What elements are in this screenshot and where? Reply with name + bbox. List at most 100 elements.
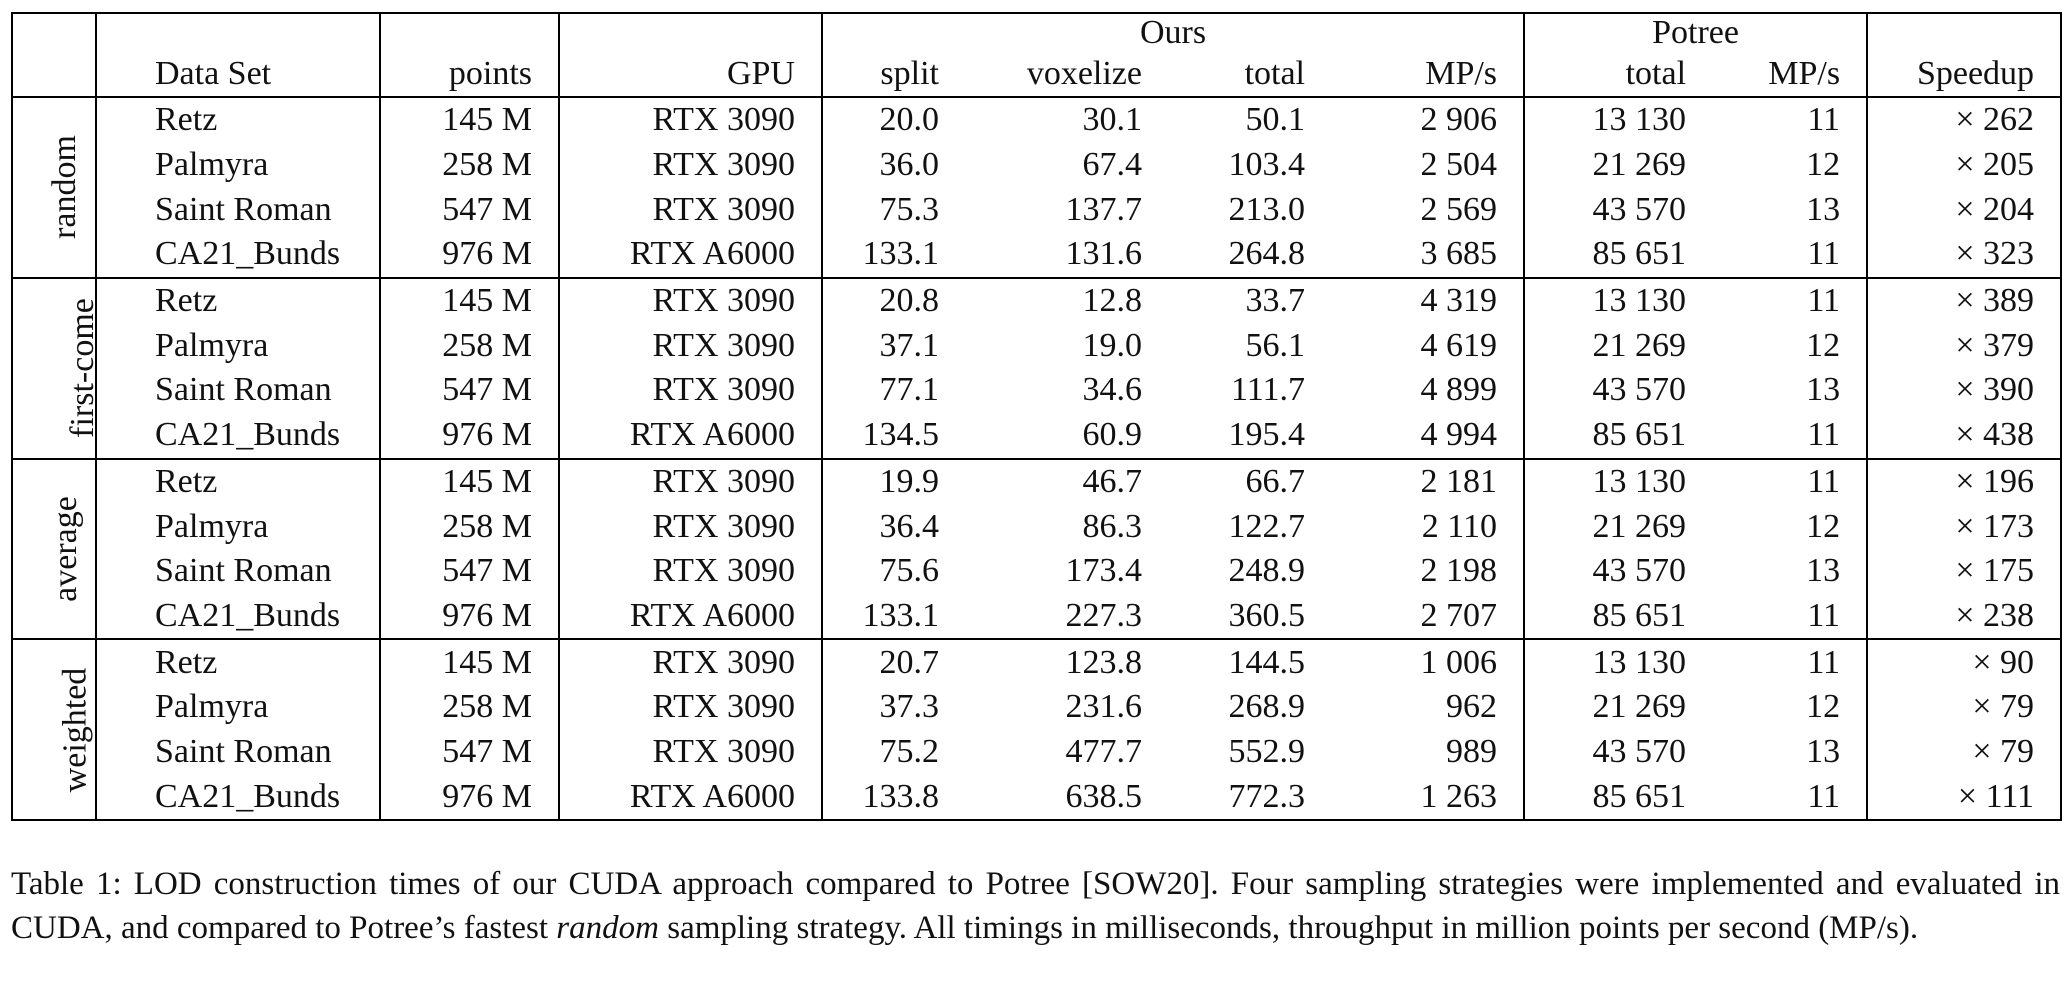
cell-dataset: Palmyra [95,504,380,549]
cell-dataset: Retz [95,276,380,324]
cell-potree-total: 21 269 [1523,323,1713,369]
cell-speedup: × 262 [1866,96,2062,143]
cell-dataset: Saint Roman [95,729,380,775]
cell-voxelize: 86.3 [1082,507,1143,545]
cell-split: 20.0 [821,96,965,143]
cell-speedup: × 90 [1866,638,2062,685]
cell-points: 258 M [379,504,559,549]
group-label-average: average [12,457,96,640]
cell-voxelize: 67.4 [1082,146,1143,184]
cell-gpu: RTX 3090 [558,187,822,233]
table-row: Palmyra 258 M RTX 3090 36.0 67.4 103.4 2 504 21… [12,142,2062,188]
cell-voxelize: 123.8 [965,638,1168,685]
header-mps: MP/s [1425,55,1498,92]
cell-potree-mps: 12 [1806,326,1841,364]
cell-points: 547 M [379,548,559,594]
cell-potree-total: 85 651 [1523,593,1713,640]
caption-text-end: sampling strategy. All timings in millis… [658,910,1919,946]
header-gpu: GPU [558,52,822,97]
cell-potree-mps: 11 [1712,457,1868,505]
group-label-text: random [45,135,83,240]
cell-points: 145 M [379,638,559,685]
table-row: weighted Retz 145 M RTX 3090 20.7 123.8 144.5 1… [12,638,2062,820]
cell-total: 772.3 [1228,777,1306,815]
cell-mps: 4 319 [1331,276,1525,324]
cell-mps: 2 906 [1331,96,1525,143]
caption-italic-term: random [556,910,659,946]
cell-points: 258 M [379,323,559,369]
cell-dataset: Saint Roman [95,187,380,233]
header-column-row: Data Set points GPU split voxelize total… [12,52,2062,97]
cell-gpu: RTX 3090 [558,638,822,685]
header-speedup: Speedup [1866,52,2062,97]
cell-potree-mps: 11 [1712,276,1868,324]
table-row: CA21_Bunds 976 M RTX A6000 134.5 60.9 195.4 4 … [12,412,2062,459]
cell-split: 19.9 [821,457,965,505]
header-corner [12,52,96,97]
group-label-text: average [46,496,84,602]
table-body: random Retz 145 M RTX 3090 20.0 30.1 50.1 2 906… [12,96,2062,820]
cell-potree-mps: 11 [1807,416,1841,454]
cell-speedup: × 379 [1866,323,2062,369]
cell-dataset: Palmyra [95,142,380,188]
cell-gpu: RTX A6000 [558,774,822,820]
cell-gpu: RTX A6000 [558,232,822,278]
group-label-first-come: first-come [12,276,96,459]
cell-potree-mps: 12 [1806,688,1841,726]
cell-voxelize: 137.7 [1065,190,1143,228]
cell-potree-total: 85 651 [1523,232,1713,278]
header-ours: Ours [820,13,1525,52]
group-label-weighted: weighted [12,638,96,820]
cell-gpu: RTX 3090 [558,276,822,324]
cell-speedup: × 390 [1866,368,2062,413]
cell-points: 145 M [379,276,559,324]
cell-speedup: × 173 [1866,504,2062,549]
cell-points: 145 M [379,96,559,143]
cell-dataset: Saint Roman [95,548,380,594]
cell-split: 133.1 [821,232,965,278]
cell-potree-total: 13 130 [1523,96,1713,143]
cell-mps: 1 006 [1331,638,1525,685]
cell-gpu: RTX 3090 [558,729,822,775]
cell-voxelize: 227.3 [1065,596,1143,634]
cell-points: 547 M [379,729,559,775]
cell-speedup: × 438 [1866,412,2062,459]
group-label-random: random [12,96,96,278]
cell-split: 133.1 [821,593,965,640]
cell-potree-total: 43 570 [1523,368,1713,413]
cell-speedup: × 205 [1866,142,2062,188]
cell-gpu: RTX 3090 [558,96,822,143]
cell-mps: 2 110 [1421,507,1498,545]
cell-mps: 2 707 [1420,596,1498,634]
cell-points: 976 M [379,774,559,820]
cell-split: 36.0 [821,142,965,188]
cell-speedup: × 323 [1866,232,2062,278]
group-label-text: weighted [56,667,94,792]
cell-potree-total: 13 130 [1523,638,1713,685]
cell-potree-mps: 11 [1712,638,1868,685]
results-table: Ours Potree Data Set points GPU split vo… [11,12,2063,821]
table-row: Palmyra 258 M RTX 3090 37.3 231.6 268.9 962 21 … [12,684,2062,730]
cell-total: 195.4 [1228,416,1306,454]
cell-dataset: Retz [95,96,380,143]
cell-mps: 4 994 [1420,416,1498,454]
cell-potree-total: 21 269 [1523,684,1713,730]
header-potree-total: total [1523,52,1713,97]
header-voxelize: voxelize [1026,55,1142,92]
cell-potree-mps: 12 [1806,146,1841,184]
cell-voxelize: 34.6 [1082,371,1143,409]
cell-points: 976 M [379,593,559,640]
cell-total: 552.9 [1228,732,1306,770]
cell-voxelize: 477.7 [1065,732,1143,770]
cell-potree-mps: 13 [1806,190,1841,228]
cell-total: 360.5 [1228,596,1306,634]
table-row: CA21_Bunds 976 M RTX A6000 133.8 638.5 772.3 1… [12,774,2062,820]
header-empty-points [379,13,559,52]
cell-dataset: CA21_Bunds [95,774,380,820]
cell-dataset: CA21_Bunds [95,232,380,278]
cell-dataset: Retz [95,638,380,685]
cell-split: 20.7 [821,638,965,685]
header-empty-dataset [95,13,380,52]
cell-split: 133.8 [821,774,965,820]
table-row: Saint Roman 547 M RTX 3090 75.6 173.4 248.9 2 … [12,548,2062,594]
